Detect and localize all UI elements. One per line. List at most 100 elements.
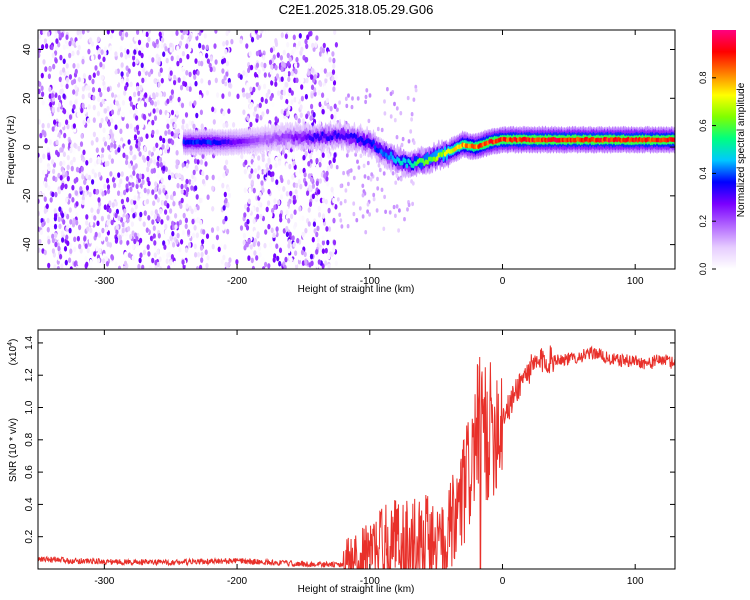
heatmap-cell <box>122 265 127 269</box>
heatmap-cell <box>301 215 305 221</box>
heatmap-cell <box>304 38 308 45</box>
heatmap-cell <box>119 52 124 58</box>
heatmap-cell <box>192 169 196 176</box>
heatmap-cell <box>97 213 101 219</box>
heatmap-cell <box>91 168 95 175</box>
heatmap-cell <box>52 175 56 182</box>
heatmap-cell <box>222 254 226 261</box>
heatmap-cell <box>198 197 202 204</box>
heatmap-cell <box>247 166 251 173</box>
heatmap-ridge-cell <box>372 139 375 145</box>
heatmap-cell <box>193 74 197 80</box>
heatmap-cell <box>110 158 114 164</box>
heatmap-cell <box>299 112 303 118</box>
heatmap-cell <box>132 55 136 61</box>
heatmap-cell <box>193 158 198 164</box>
heatmap-cell <box>72 156 76 163</box>
heatmap-cell <box>128 177 133 183</box>
heatmap-cell <box>257 85 261 91</box>
heatmap-cell <box>100 49 104 55</box>
heatmap-cell <box>93 215 97 221</box>
heatmap-cell <box>119 45 123 52</box>
heatmap-cell <box>59 69 63 76</box>
heatmap-cell <box>127 252 132 258</box>
heatmap-cell <box>66 240 70 247</box>
heatmap-cell <box>271 207 275 214</box>
heatmap-cell <box>42 30 46 35</box>
colorbar-tick-label: 0.0 <box>698 263 708 276</box>
heatmap-cell <box>368 212 371 217</box>
heatmap-cell <box>175 150 179 156</box>
heatmap-cell <box>83 108 87 114</box>
heatmap-cell <box>59 54 63 61</box>
heatmap-cell <box>217 246 221 253</box>
heatmap-cell <box>40 149 44 155</box>
heatmap-cell <box>412 140 416 145</box>
heatmap-cell <box>56 106 61 113</box>
heatmap-cell <box>230 38 234 45</box>
heatmap-y-label: Frequency (Hz) <box>6 116 17 185</box>
heatmap-cell <box>307 70 311 77</box>
y-tick-label: 40 <box>22 44 33 56</box>
heatmap-cell <box>160 43 164 49</box>
y-tick-label: -40 <box>22 237 33 252</box>
heatmap-cell <box>288 163 292 170</box>
heatmap-cell <box>184 112 189 118</box>
snr-x-axis: -300 -200 -100 0 100 <box>94 330 644 587</box>
heatmap-cell <box>61 79 65 85</box>
heatmap-y-axis: -40 -20 0 20 40 <box>22 44 675 252</box>
snr-panel: -300 -200 -100 0 100 0.2 0.4 0.6 0.8 1.0 1.2 1.4 H… <box>7 329 676 595</box>
heatmap-cell <box>243 244 247 251</box>
heatmap-cell <box>395 173 399 178</box>
heatmap-cell <box>74 84 78 91</box>
heatmap-cell <box>414 88 418 93</box>
heatmap-cell <box>298 168 302 174</box>
heatmap-cell <box>109 103 113 109</box>
heatmap-cell <box>130 221 134 227</box>
heatmap-cell <box>315 180 319 187</box>
heatmap-cell <box>123 145 127 152</box>
heatmap-cell <box>75 166 80 173</box>
heatmap-cell <box>323 68 327 74</box>
heatmap-cell <box>90 41 95 47</box>
heatmap-cell <box>85 261 89 268</box>
heatmap-cell <box>103 120 107 126</box>
heatmap-cell <box>98 247 102 254</box>
heatmap-cell <box>389 114 393 119</box>
heatmap-cell <box>119 191 123 198</box>
heatmap-cell <box>223 165 227 171</box>
heatmap-cell <box>68 52 72 59</box>
heatmap-cell <box>256 173 260 180</box>
heatmap-cell <box>76 235 80 242</box>
heatmap-cell <box>187 229 191 235</box>
heatmap-cell <box>81 102 85 109</box>
heatmap-cell <box>199 219 203 226</box>
heatmap-cell <box>177 172 182 179</box>
heatmap-cell <box>170 172 174 178</box>
heatmap-cell <box>149 158 153 164</box>
heatmap-cell <box>84 243 88 249</box>
heatmap-cell <box>174 213 178 219</box>
heatmap-cell <box>162 165 166 172</box>
x-tick-label: 100 <box>627 276 644 287</box>
heatmap-cell <box>169 208 173 214</box>
heatmap-cell <box>321 213 326 219</box>
heatmap-cell <box>149 200 153 207</box>
heatmap-cell <box>224 66 228 73</box>
heatmap-cell <box>98 158 102 165</box>
heatmap-cell <box>164 148 168 154</box>
heatmap-cell <box>140 46 144 53</box>
heatmap-cell <box>188 101 192 107</box>
heatmap-cell <box>351 96 354 101</box>
heatmap-cell <box>302 154 306 161</box>
heatmap-cell <box>300 95 304 102</box>
heatmap-cell <box>414 84 418 90</box>
heatmap-cell <box>305 113 309 120</box>
heatmap-cell <box>59 175 63 181</box>
heatmap-cell <box>125 31 129 38</box>
heatmap-cell <box>99 91 103 98</box>
heatmap-cell <box>175 239 179 245</box>
heatmap-cell <box>153 42 157 49</box>
heatmap-cell <box>147 101 151 108</box>
heatmap-cell <box>196 70 200 76</box>
